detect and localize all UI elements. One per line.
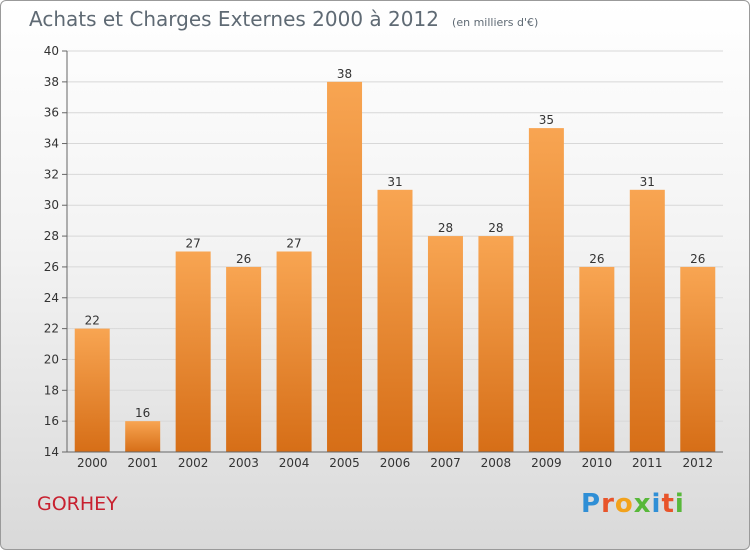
y-tick-label: 40 (44, 44, 59, 58)
y-tick-label: 18 (44, 383, 59, 397)
x-tick-label: 2011 (632, 456, 663, 470)
y-tick-label: 36 (44, 106, 59, 120)
y-tick-label: 16 (44, 414, 59, 428)
city-name: GORHEY (37, 493, 118, 515)
y-tick-label: 20 (44, 352, 59, 366)
title-text: Achats et Charges Externes 2000 à 2012 (29, 7, 439, 31)
logo-letter: r (601, 489, 615, 519)
bar-value-label: 26 (690, 252, 705, 266)
x-tick-label: 2008 (481, 456, 512, 470)
bar-value-label: 38 (337, 67, 352, 81)
bar-2008 (478, 236, 514, 452)
x-tick-label: 2012 (682, 456, 713, 470)
x-tick-label: 2010 (582, 456, 613, 470)
bar-2007 (427, 236, 463, 452)
bar-value-label: 31 (387, 175, 402, 189)
y-tick-label: 28 (44, 229, 59, 243)
bar-2009 (528, 128, 564, 452)
bar-value-label: 27 (286, 237, 301, 251)
bar-2004 (276, 251, 312, 452)
logo-letter: i (674, 489, 685, 519)
x-axis: 2000 2001 2002 2003 2004 2005 2006 2007 2008 2009… (67, 451, 723, 470)
logo-letter: P (581, 489, 602, 519)
bar-value-label: 16 (135, 406, 150, 420)
bar-2001 (125, 421, 161, 452)
bar-2005 (327, 81, 363, 452)
bar-value-label: 28 (438, 221, 453, 235)
x-tick-label: 2003 (228, 456, 259, 470)
bar-2000 (74, 328, 110, 452)
bar-2003 (226, 266, 262, 452)
x-tick-label: 2001 (127, 456, 158, 470)
x-tick-label: 2006 (380, 456, 411, 470)
x-tick-label: 2007 (430, 456, 461, 470)
bar-value-label: 26 (236, 252, 251, 266)
x-tick-label: 2002 (178, 456, 209, 470)
logo-letter: t (661, 489, 675, 519)
bar-value-label: 28 (488, 221, 503, 235)
bar-value-label: 22 (85, 314, 100, 328)
x-tick-label: 2004 (279, 456, 310, 470)
x-tick-label: 2000 (77, 456, 108, 470)
unit-text: (en milliers d'€) (452, 16, 539, 29)
proxiti-logo[interactable]: Proxiti (581, 489, 685, 519)
bar-2011 (629, 189, 665, 453)
x-tick-label: 2005 (329, 456, 360, 470)
y-tick-label: 34 (44, 137, 59, 151)
y-tick-label: 32 (44, 167, 59, 181)
bar-2006 (377, 189, 413, 453)
bar-value-label: 26 (589, 252, 604, 266)
bar-value-label: 31 (640, 175, 655, 189)
y-tick-label: 24 (44, 291, 59, 305)
bar-2012 (680, 266, 716, 452)
y-tick-label: 26 (44, 260, 59, 274)
y-tick-label: 30 (44, 198, 59, 212)
logo-letter: x (633, 489, 652, 519)
y-tick-label: 22 (44, 322, 59, 336)
y-tick-label: 14 (44, 445, 59, 459)
bar-2002 (175, 251, 211, 452)
bar-value-label: 27 (186, 237, 201, 251)
chart-title: Achats et Charges Externes 2000 à 2012 (… (29, 7, 538, 31)
x-tick-label: 2009 (531, 456, 562, 470)
logo-letter: o (614, 489, 634, 519)
bar-2010 (579, 266, 615, 452)
y-tick-label: 38 (44, 75, 59, 89)
bar-value-label: 35 (539, 113, 554, 127)
logo-letter: i (651, 489, 662, 519)
y-axis: 14 16 18 20 22 24 26 28 30 32 34 36 38 40 (44, 44, 68, 459)
bars: 22 16 27 26 27 38 31 28 28 35 26 31 26 (74, 67, 716, 453)
